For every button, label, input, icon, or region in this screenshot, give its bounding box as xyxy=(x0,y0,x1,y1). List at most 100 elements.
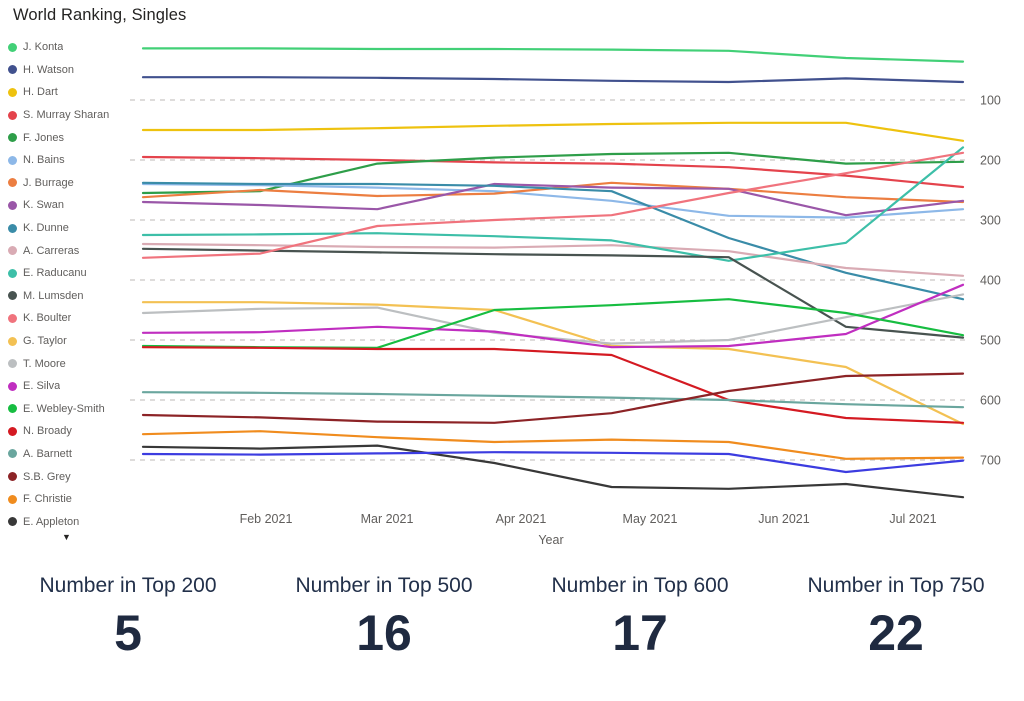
legend-item-label: J. Konta xyxy=(23,41,64,54)
legend-item-m-lumsden[interactable]: M. Lumsden xyxy=(8,285,133,308)
series-line-H. Dart xyxy=(141,121,965,142)
legend-item-j-konta[interactable]: J. Konta xyxy=(8,36,133,59)
legend-item-e-appleton[interactable]: E. Appleton xyxy=(8,510,133,533)
legend-swatch-icon xyxy=(8,404,17,414)
legend-item-h-dart[interactable]: H. Dart xyxy=(8,81,133,104)
legend-item-label: H. Watson xyxy=(23,63,74,76)
y-tick-label-300: 300 xyxy=(980,214,1001,228)
legend-swatch-icon xyxy=(8,359,17,369)
series-line-A. Carreras xyxy=(141,242,965,277)
kpi-card-top-200: Number in Top 200 5 xyxy=(0,558,256,701)
legend-swatch-icon xyxy=(8,223,17,233)
series-line-J. Konta xyxy=(141,47,965,63)
legend-swatch-icon xyxy=(8,426,17,436)
series-line-K. Dunne xyxy=(141,181,965,301)
legend-swatch-icon xyxy=(8,313,17,323)
series-line-unlabeled xyxy=(141,451,965,474)
legend-item-label: N. Broady xyxy=(23,425,72,438)
legend-swatch-icon xyxy=(8,291,17,301)
y-tick-label-500: 500 xyxy=(980,334,1001,348)
legend-item-s-murray-sharan[interactable]: S. Murray Sharan xyxy=(8,104,133,127)
x-tick-label-1: Feb 2021 xyxy=(240,512,293,526)
legend-item-label: E. Raducanu xyxy=(23,267,87,280)
legend-item-a-carreras[interactable]: A. Carreras xyxy=(8,239,133,262)
legend-item-e-webley-smith[interactable]: E. Webley-Smith xyxy=(8,398,133,421)
legend-item-label: H. Dart xyxy=(23,86,58,99)
series-line-N. Broady xyxy=(141,346,965,424)
legend-item-e-silva[interactable]: E. Silva xyxy=(8,375,133,398)
kpi-value: 22 xyxy=(868,605,924,661)
kpi-card-top-500: Number in Top 500 16 xyxy=(256,558,512,701)
legend-item-label: E. Appleton xyxy=(23,515,80,528)
legend-item-label: K. Swan xyxy=(23,199,64,212)
y-tick-label-100: 100 xyxy=(980,94,1001,108)
series-line-E. Raducanu xyxy=(141,146,965,262)
legend-item-a-barnett[interactable]: A. Barnett xyxy=(8,443,133,466)
legend-swatch-icon xyxy=(8,65,17,75)
legend-item-label: A. Carreras xyxy=(23,244,80,257)
series-line-G. Taylor xyxy=(141,301,965,426)
legend-item-n-bains[interactable]: N. Bains xyxy=(8,149,133,172)
series-line-A. Barnett xyxy=(141,391,965,409)
legend-item-k-boulter[interactable]: K. Boulter xyxy=(8,307,133,330)
series-line-S.B. Grey xyxy=(141,372,965,424)
legend-item-label: J. Burrage xyxy=(23,176,74,189)
series-line-E. Silva xyxy=(141,283,965,349)
x-tick-label-6: Jul 2021 xyxy=(889,512,936,526)
legend-swatch-icon xyxy=(8,155,17,165)
kpi-label: Number in Top 200 xyxy=(39,574,217,597)
legend-item-g-taylor[interactable]: G. Taylor xyxy=(8,330,133,353)
legend-item-j-burrage[interactable]: J. Burrage xyxy=(8,172,133,195)
legend-item-s-b-grey[interactable]: S.B. Grey xyxy=(8,465,133,488)
legend-item-label: N. Bains xyxy=(23,154,65,167)
kpi-row: Number in Top 200 5 Number in Top 500 16… xyxy=(0,558,1024,701)
kpi-card-top-600: Number in Top 600 17 xyxy=(512,558,768,701)
legend-swatch-icon xyxy=(8,42,17,52)
legend-item-k-swan[interactable]: K. Swan xyxy=(8,194,133,217)
x-tick-label-2: Mar 2021 xyxy=(361,512,414,526)
legend-swatch-icon xyxy=(8,133,17,143)
kpi-value: 16 xyxy=(356,605,412,661)
series-line-H. Watson xyxy=(141,76,965,84)
legend-item-label: F. Christie xyxy=(23,493,72,506)
legend-item-label: S.B. Grey xyxy=(23,470,71,483)
y-tick-label-200: 200 xyxy=(980,154,1001,168)
legend-item-label: E. Silva xyxy=(23,380,61,393)
legend-swatch-icon xyxy=(8,110,17,120)
legend-swatch-icon xyxy=(8,268,17,278)
series-line-E. Appleton xyxy=(141,444,965,499)
legend-item-label: S. Murray Sharan xyxy=(23,109,110,122)
legend-item-k-dunne[interactable]: K. Dunne xyxy=(8,217,133,240)
y-tick-label-700: 700 xyxy=(980,454,1001,468)
chart-legend: J. Konta H. Watson H. Dart S. Murray Sharan… xyxy=(8,36,133,533)
legend-item-f-christie[interactable]: F. Christie xyxy=(8,488,133,511)
series-line-K. Swan xyxy=(141,182,965,217)
legend-item-t-moore[interactable]: T. Moore xyxy=(8,352,133,375)
kpi-label: Number in Top 600 xyxy=(551,574,729,597)
legend-swatch-icon xyxy=(8,472,17,482)
legend-swatch-icon xyxy=(8,449,17,459)
legend-item-e-raducanu[interactable]: E. Raducanu xyxy=(8,262,133,285)
series-line-K. Boulter xyxy=(141,151,965,259)
legend-item-n-broady[interactable]: N. Broady xyxy=(8,420,133,443)
chart-title: World Ranking, Singles xyxy=(13,6,187,24)
legend-swatch-icon xyxy=(8,246,17,256)
kpi-label: Number in Top 750 xyxy=(807,574,985,597)
legend-item-label: K. Dunne xyxy=(23,222,69,235)
legend-scroll-down-icon[interactable]: ▼ xyxy=(62,532,71,542)
legend-swatch-icon xyxy=(8,178,17,188)
line-chart-panel: World Ranking, Singles J. Konta H. Watson… xyxy=(8,6,1001,547)
y-tick-label-600: 600 xyxy=(980,394,1001,408)
legend-item-label: G. Taylor xyxy=(23,335,67,348)
legend-item-f-jones[interactable]: F. Jones xyxy=(8,126,133,149)
series-line-F. Christie xyxy=(141,430,965,460)
kpi-value: 5 xyxy=(114,605,142,661)
legend-swatch-icon xyxy=(8,336,17,346)
kpi-card-top-750: Number in Top 750 22 xyxy=(768,558,1024,701)
legend-swatch-icon xyxy=(8,87,17,97)
x-tick-label-3: Apr 2021 xyxy=(496,512,547,526)
legend-item-label: F. Jones xyxy=(23,131,64,144)
legend-item-h-watson[interactable]: H. Watson xyxy=(8,59,133,82)
legend-swatch-icon xyxy=(8,381,17,391)
